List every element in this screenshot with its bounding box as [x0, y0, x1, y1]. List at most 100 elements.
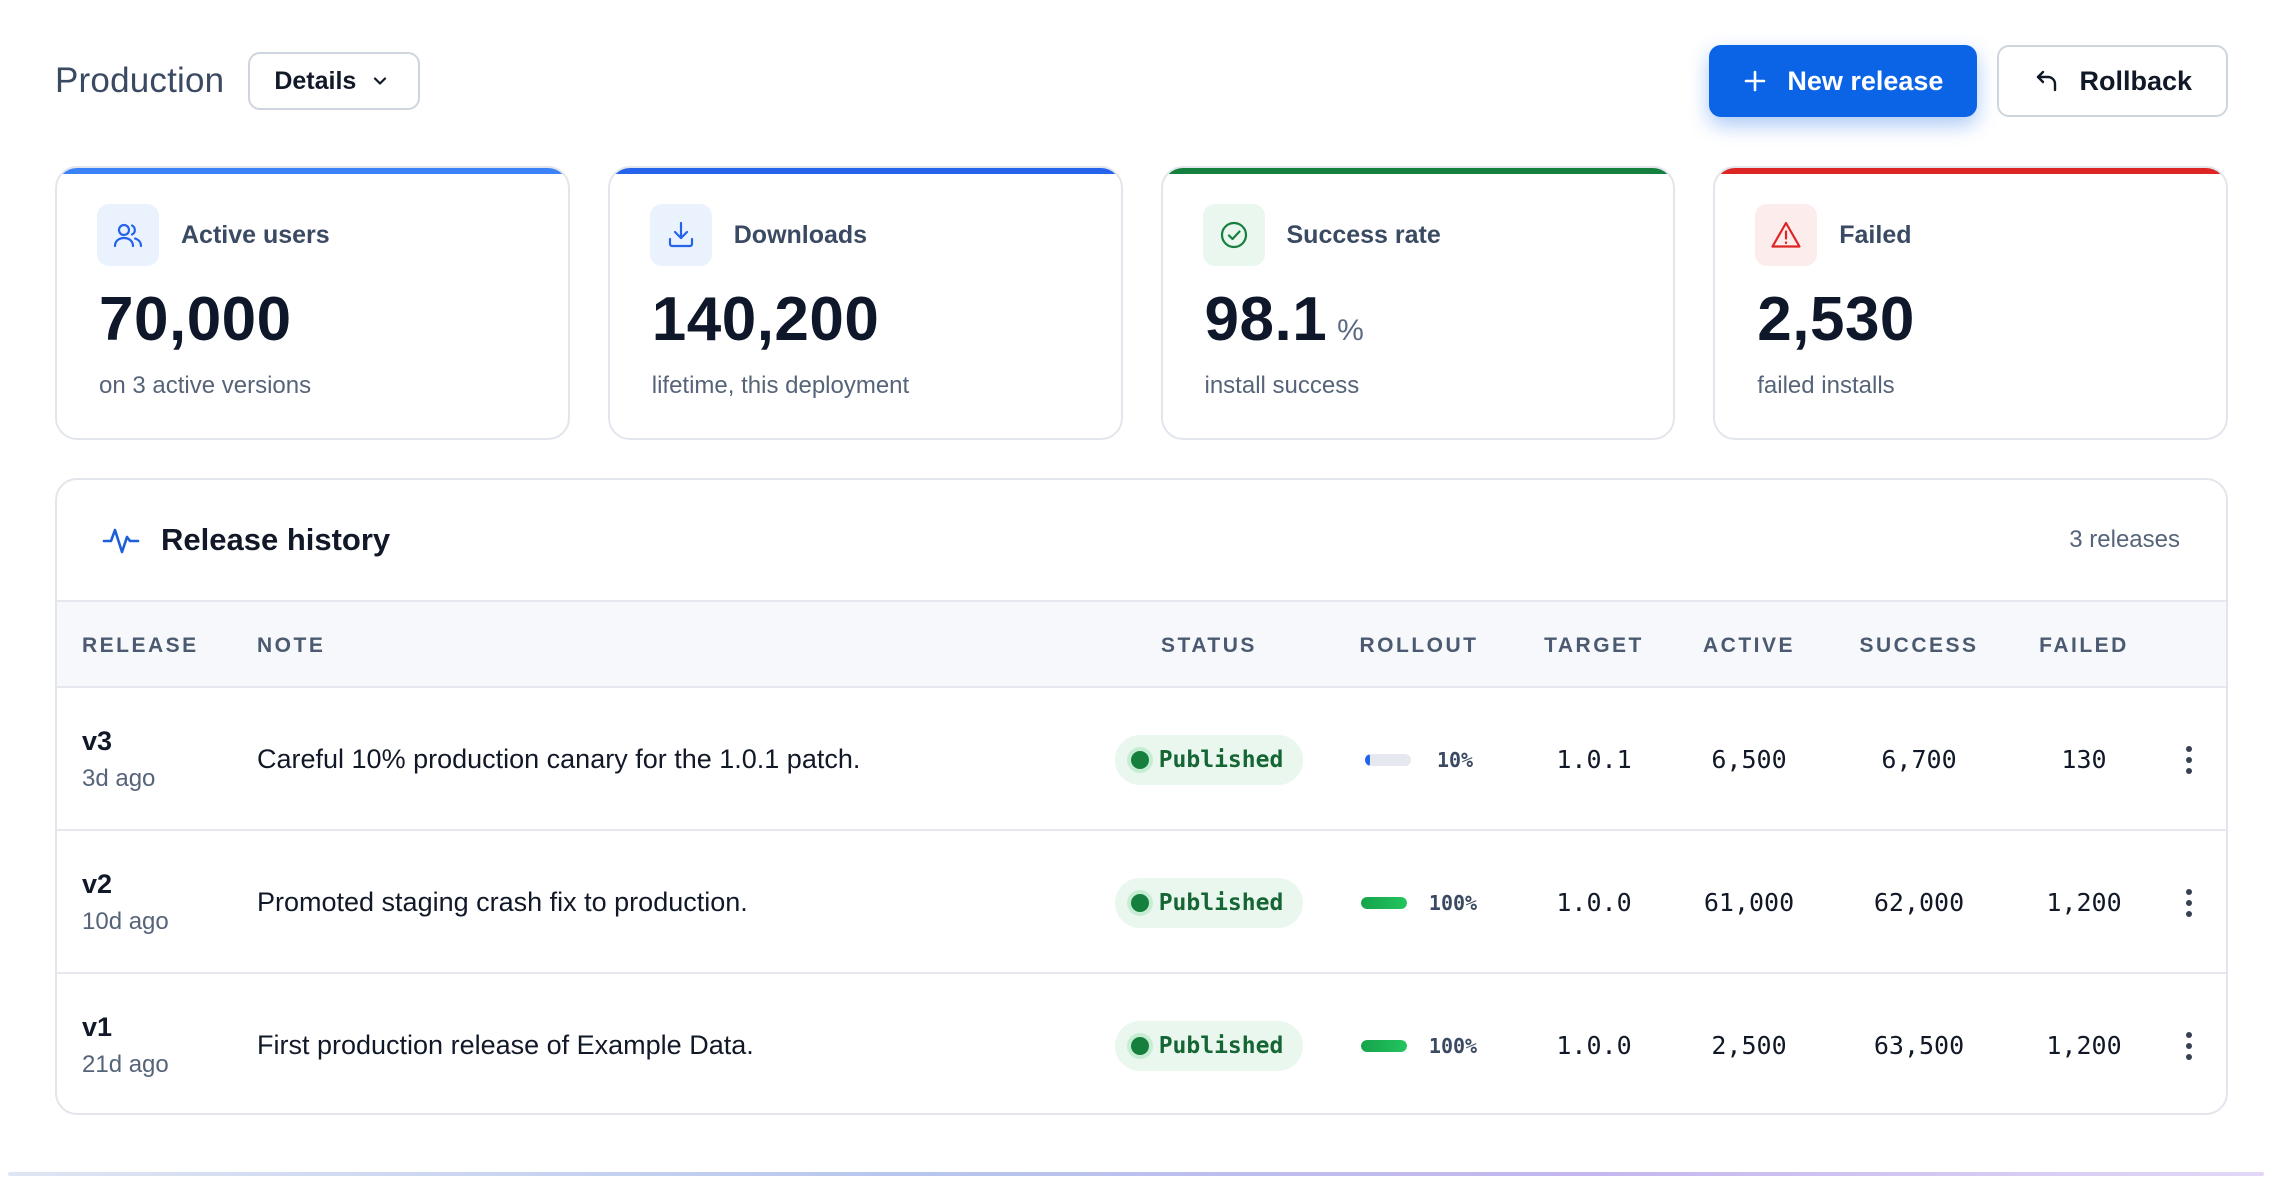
rollout-progress-fill — [1360, 896, 1407, 909]
column-header-target[interactable]: TARGET — [1544, 634, 1644, 657]
rollback-button[interactable]: Rollback — [1997, 45, 2228, 117]
warning-triangle-icon — [1755, 204, 1818, 266]
bottom-divider — [8, 1172, 2264, 1176]
active-cell: 2,500 — [1711, 1031, 1787, 1060]
stat-sub: on 3 active versions — [99, 372, 312, 399]
undo-arrow-icon — [2037, 70, 2057, 92]
status-cell: Published — [1099, 688, 1319, 831]
column-header-release[interactable]: RELEASE — [82, 634, 199, 657]
release-note: Careful 10% production canary for the 1.… — [257, 744, 861, 774]
active-cell: 61,000 — [1703, 888, 1795, 917]
rollout-cell: 10% — [1319, 688, 1519, 831]
column-header-status[interactable]: STATUS — [1161, 634, 1257, 657]
download-icon — [649, 204, 712, 266]
row-menu-button[interactable] — [2174, 974, 2204, 1113]
stat-card-accent-bar — [1715, 168, 2226, 174]
stat-card-active-users: Active users 70,000 on 3 active versions — [55, 166, 570, 440]
release-history-header: Release history 3 releases — [57, 480, 2226, 600]
activity-pulse-icon — [102, 528, 140, 554]
active-cell: 6,500 — [1711, 745, 1787, 774]
release-age: 21d ago — [82, 1051, 169, 1078]
new-release-label: New release — [1787, 65, 1944, 96]
stat-card-accent-bar — [1162, 168, 1674, 174]
column-header-failed[interactable]: FAILED — [2039, 634, 2129, 657]
stat-value: 70,000 — [99, 285, 292, 354]
release-history-title: Release history — [161, 522, 391, 557]
rollout-cell: 100% — [1319, 974, 1519, 1113]
rollout-percent: 10% — [1436, 747, 1474, 772]
stat-card-downloads: Downloads 140,200 lifetime, this deploym… — [607, 166, 1123, 440]
release-version: v3 — [82, 726, 113, 756]
stat-card-accent-bar — [57, 168, 568, 174]
table-row[interactable]: v3 3d ago Careful 10% production canary … — [57, 688, 2226, 831]
rollout-progress-bar — [1364, 753, 1411, 766]
column-header-note[interactable]: NOTE — [257, 634, 326, 657]
release-count: 3 releases — [2069, 526, 2180, 553]
note-cell: First production release of Example Data… — [257, 974, 754, 1113]
status-dot-icon — [1130, 893, 1149, 912]
note-cell: Promoted staging crash fix to production… — [257, 831, 748, 974]
more-vertical-icon — [2186, 888, 2192, 917]
target-cell: 1.0.0 — [1556, 1031, 1632, 1060]
rollout-cell: 100% — [1319, 831, 1519, 974]
rollout-progress-fill — [1360, 1039, 1407, 1052]
chevron-down-icon — [374, 77, 387, 85]
stat-cards: Active users 70,000 on 3 active versions… — [55, 166, 2228, 440]
status-cell: Published — [1099, 974, 1319, 1113]
page-header: Production Details New release Rollback — [55, 44, 2228, 118]
failed-cell: 130 — [2061, 745, 2107, 774]
rollback-label: Rollback — [2079, 65, 2192, 96]
details-dropdown-button[interactable]: Details — [248, 52, 421, 110]
stat-value: 98.1% — [1204, 285, 1365, 354]
stat-unit: % — [1337, 314, 1365, 347]
stat-label: Downloads — [733, 220, 868, 249]
success-cell: 6,700 — [1881, 745, 1957, 774]
status-cell: Published — [1099, 831, 1319, 974]
stat-sub: lifetime, this deployment — [651, 372, 910, 399]
release-history-panel: Release history 3 releases RELEASE NOTE … — [55, 478, 2228, 1115]
failed-cell: 1,200 — [2046, 1031, 2122, 1060]
success-cell: 62,000 — [1873, 888, 1965, 917]
new-release-button[interactable]: New release — [1709, 45, 1978, 117]
more-vertical-icon — [2186, 1031, 2192, 1060]
table-row[interactable]: v1 21d ago First production release of E… — [57, 974, 2226, 1113]
status-badge: Published — [1114, 734, 1304, 785]
stat-value: 140,200 — [651, 285, 880, 354]
target-cell: 1.0.0 — [1556, 888, 1632, 917]
page-title: Production — [55, 61, 225, 100]
row-menu-button[interactable] — [2174, 688, 2204, 831]
stat-card-success-rate: Success rate 98.1% install success — [1160, 166, 1676, 440]
stat-value: 2,530 — [1757, 285, 1915, 354]
release-version: v1 — [82, 1012, 113, 1042]
stat-label: Failed — [1839, 220, 1912, 249]
release-cell: v2 10d ago — [82, 831, 169, 974]
table-row[interactable]: v2 10d ago Promoted staging crash fix to… — [57, 831, 2226, 974]
release-note: Promoted staging crash fix to production… — [257, 887, 748, 917]
rollout-percent: 100% — [1428, 890, 1478, 915]
column-header-rollout[interactable]: ROLLOUT — [1359, 634, 1479, 657]
release-cell: v1 21d ago — [82, 974, 169, 1113]
row-menu-button[interactable] — [2174, 831, 2204, 974]
status-badge: Published — [1114, 877, 1304, 928]
release-cell: v3 3d ago — [82, 688, 155, 831]
release-note: First production release of Example Data… — [257, 1030, 754, 1060]
column-header-success[interactable]: SUCCESS — [1859, 634, 1979, 657]
release-age: 10d ago — [82, 908, 169, 935]
stat-sub: install success — [1204, 372, 1360, 399]
details-label: Details — [274, 66, 357, 95]
rollout-progress-bar — [1360, 896, 1407, 909]
stat-card-accent-bar — [609, 168, 1121, 174]
stat-card-failed: Failed 2,530 failed installs — [1713, 166, 2228, 440]
table-header: RELEASE NOTE STATUS ROLLOUT TARGET ACTIV… — [57, 600, 2226, 688]
stat-sub: failed installs — [1757, 372, 1895, 399]
plus-icon — [1745, 70, 1766, 92]
column-header-active[interactable]: ACTIVE — [1702, 634, 1795, 657]
success-cell: 63,500 — [1873, 1031, 1965, 1060]
failed-cell: 1,200 — [2046, 888, 2122, 917]
status-dot-icon — [1130, 1036, 1149, 1055]
stat-label: Active users — [181, 220, 330, 249]
status-dot-icon — [1130, 750, 1149, 769]
check-circle-icon — [1202, 204, 1265, 266]
users-icon — [97, 204, 159, 266]
